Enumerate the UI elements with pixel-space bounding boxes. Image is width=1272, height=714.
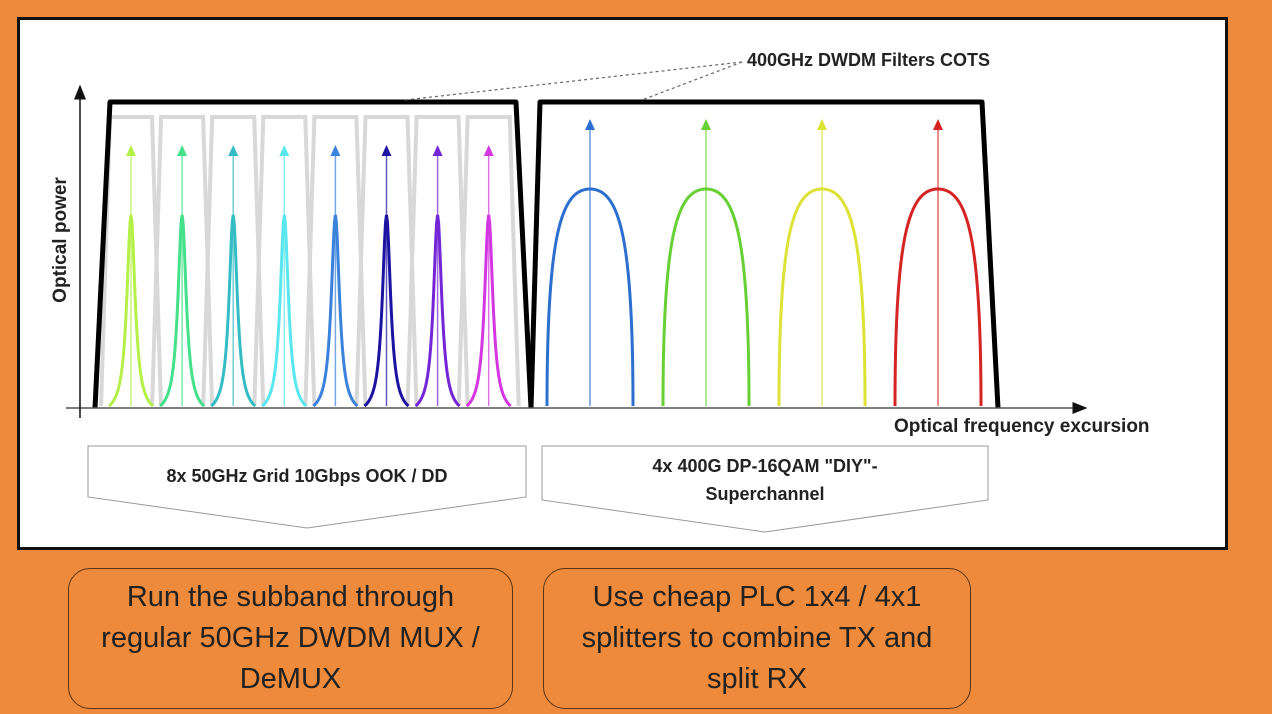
carrier-arrow-icon bbox=[701, 119, 711, 130]
left-filter-passbands bbox=[99, 115, 521, 407]
note-left: Run the subband through regular 50GHz DW… bbox=[68, 568, 513, 709]
left-400ghz-filter bbox=[92, 99, 534, 409]
carrier-arrow-icon bbox=[177, 145, 188, 156]
carrier-arrow-icon bbox=[933, 119, 943, 130]
carrier-arrow-icon bbox=[381, 145, 392, 156]
left-group-label: 8x 50GHz Grid 10Gbps OOK / DD bbox=[166, 466, 447, 486]
right-400ghz-filter bbox=[528, 99, 1001, 409]
carrier-arrow-icon bbox=[432, 145, 443, 156]
carrier-arrow-icon bbox=[483, 145, 494, 156]
carrier-arrow-icon bbox=[817, 119, 827, 130]
right-channels bbox=[545, 119, 983, 407]
annotation-leader bbox=[404, 61, 743, 101]
right-group-label-line2: Superchannel bbox=[705, 484, 824, 504]
left-group-callout bbox=[87, 445, 527, 529]
channel-filter-passband bbox=[456, 115, 521, 407]
note-right: Use cheap PLC 1x4 / 4x1 splitters to com… bbox=[543, 568, 971, 709]
right-group-callout bbox=[541, 445, 989, 533]
right-group-label-line1: 4x 400G DP-16QAM "DIY"- bbox=[652, 456, 877, 476]
carrier-arrow-icon bbox=[279, 145, 290, 156]
y-axis-label: Optical power bbox=[50, 177, 71, 303]
x-axis-label: Optical frequency excursion bbox=[894, 416, 1150, 437]
left-channels bbox=[107, 145, 512, 408]
carrier-arrow-icon bbox=[228, 145, 239, 156]
filter-annotation: 400GHz DWDM Filters COTS bbox=[747, 50, 990, 70]
carrier-arrow-icon bbox=[126, 145, 136, 156]
carrier-arrow-icon bbox=[585, 119, 595, 130]
carrier-arrow-icon bbox=[330, 145, 341, 156]
